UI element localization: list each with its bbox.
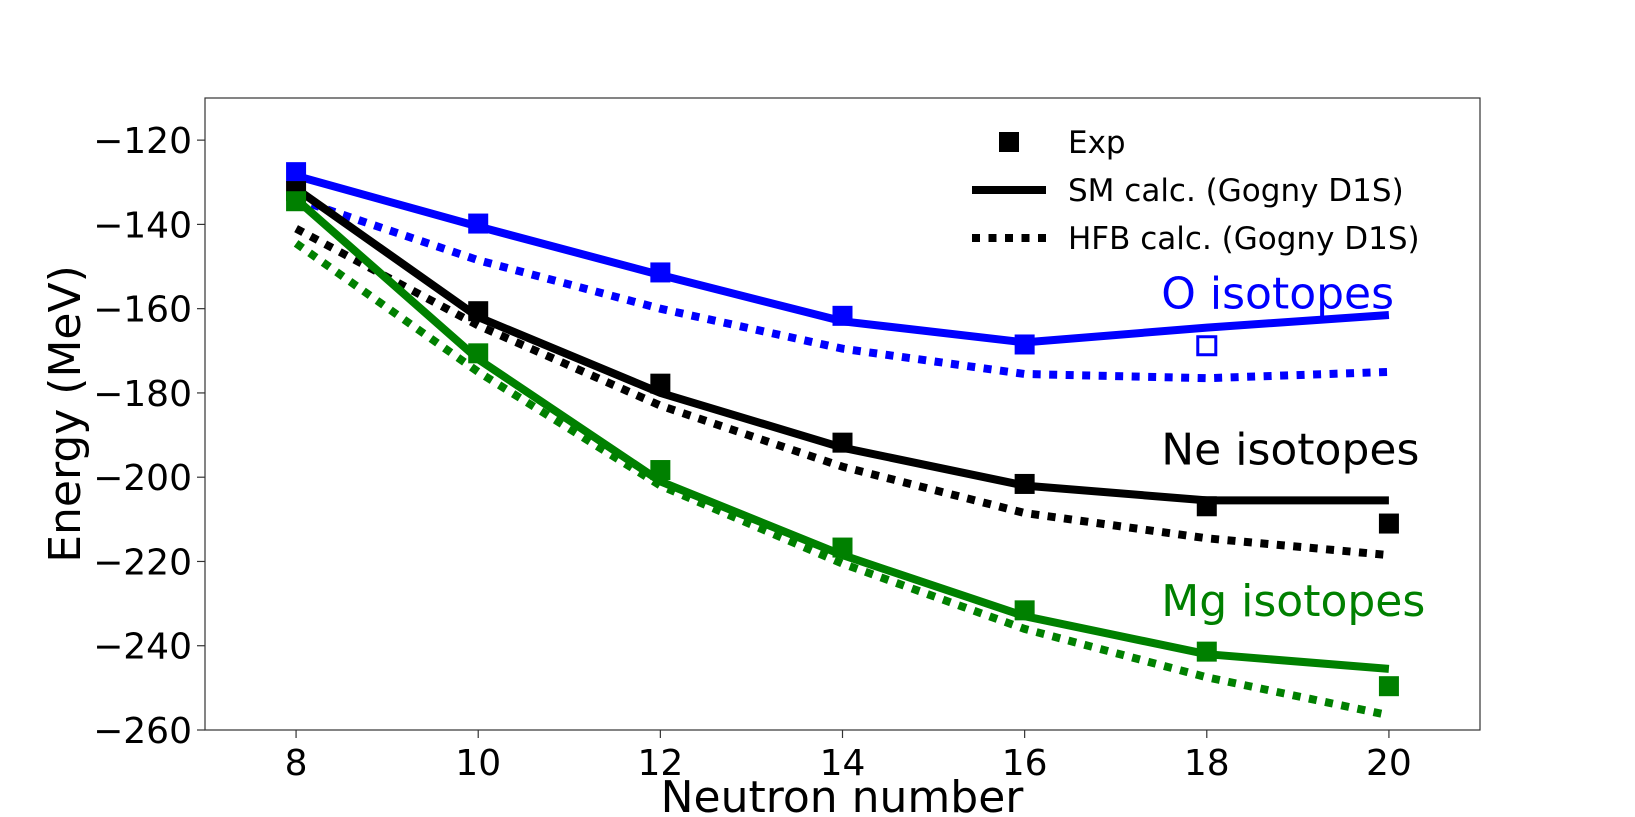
mg-exp-point: [1196, 641, 1217, 662]
ne-exp-point: [1014, 473, 1035, 494]
legend: Exp SM calc. (Gogny D1S) HFB calc. (Gogny …: [972, 125, 1420, 257]
ne-exp-point: [1378, 513, 1399, 534]
ne-exp-point: [832, 432, 853, 453]
x-tick-label: 12: [637, 743, 683, 784]
legend-label: HFB calc. (Gogny D1S): [1068, 221, 1420, 257]
markers-layer: [286, 162, 1399, 697]
mg-exp-point: [1378, 676, 1399, 697]
x-tick-label: 18: [1184, 743, 1230, 784]
mg-exp-point: [1014, 600, 1035, 621]
y-tick-label: −240: [93, 627, 192, 668]
o-exp-point: [468, 213, 489, 234]
x-tick-label: 8: [285, 743, 308, 784]
ne-hfb-line: [294, 225, 1390, 560]
ne-isotopes-label: Ne isotopes: [1161, 425, 1419, 476]
y-tick-label: −260: [93, 711, 192, 752]
y-tick-label: −140: [93, 205, 192, 246]
mg-exp-point: [286, 191, 307, 212]
o-exp-point: [832, 305, 853, 326]
y-tick-label: −200: [93, 458, 192, 499]
o-exp-point: [1014, 334, 1035, 355]
y-tick-label: −180: [93, 374, 192, 415]
y-axis-label: Energy (MeV): [40, 265, 91, 563]
ne-exp-point: [1196, 496, 1217, 517]
mg-exp-point: [832, 537, 853, 558]
ticks-layer: 8 10 12 14 16 18 20 −260 −240 −220 −200 −180 −160 −14…: [93, 121, 1412, 784]
mg-isotopes-label: Mg isotopes: [1161, 576, 1425, 627]
o-exp-open-point: [1196, 335, 1218, 357]
x-tick-label: 20: [1366, 743, 1412, 784]
x-tick-label: 14: [820, 743, 866, 784]
y-tick-label: −160: [93, 290, 192, 331]
ne-exp-point: [468, 301, 489, 322]
o-hfb-line: [294, 195, 1390, 383]
o-exp-point: [286, 162, 307, 183]
mg-exp-point: [468, 343, 489, 364]
x-axis-label: Neutron number: [661, 772, 1025, 817]
group-labels-layer: O isotopes Ne isotopes Mg isotopes: [1161, 269, 1425, 628]
x-tick-label: 10: [455, 743, 501, 784]
x-tick-label: 16: [1002, 743, 1048, 784]
y-tick-label: −120: [93, 121, 192, 162]
legend-label: Exp: [1068, 125, 1126, 161]
mg-exp-point: [650, 460, 671, 481]
o-exp-point: [650, 262, 671, 283]
legend-exp-marker: [999, 132, 1019, 152]
legend-label: SM calc. (Gogny D1S): [1068, 173, 1404, 209]
y-tick-label: −220: [93, 542, 192, 583]
ne-exp-point: [650, 373, 671, 394]
o-isotopes-label: O isotopes: [1161, 269, 1394, 320]
